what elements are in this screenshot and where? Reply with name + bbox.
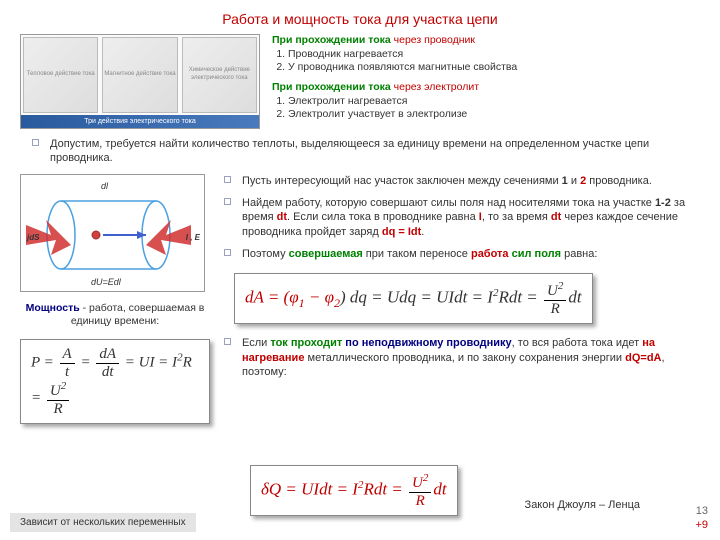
label-dl: dl [101,181,108,193]
conductor-magnet: У проводника появляются магнитные свойст… [288,61,700,75]
power-caption: Мощность - работа, совершаемая в единицу… [20,302,210,329]
page-title: Работа и мощность тока для участка цепи [20,10,700,28]
formula-dA: dA = (φ1 − φ2) dq = Udq = UIdt = I2Rdt =… [234,273,593,324]
mid-row: dl jdS I , E dU=Edl Мощность - работа, с… [20,174,700,428]
item-therefore: Поэтому совершаемая при таком переносе р… [242,247,700,261]
image-caption: Три действия электрического тока [21,115,259,128]
item-work: Найдем работу, которую совершают силы по… [242,196,700,239]
formula-P: P = At = dAdt = UI = I2R = U2R [20,339,210,424]
thumb-magnet: Магнитное действие тока [102,37,177,113]
electrolyte-heats: Электролит нагревается [288,95,700,109]
item-heating: Если ток проходит по неподвижному провод… [242,336,700,379]
bullet-icon [224,249,231,256]
three-actions-image: Тепловое действие тока Магнитное действи… [20,34,260,129]
thumb-chem: Химическое действие электрического тока [182,37,257,113]
label-ie: I , E [186,233,200,243]
label-du: dU=Edl [91,277,121,289]
electrolysis: Электролит участвует в электролизе [288,108,700,122]
label-jds: jdS [27,233,39,243]
bullet-icon [32,139,39,146]
conductor-heats: Проводник нагревается [288,48,700,62]
header-electrolyte-a: При прохождении тока [272,81,394,93]
right-column: Пусть интересующий нас участок заключен … [224,174,700,428]
formula-dQ: δQ = UIdt = I2Rdt = U2Rdt [250,465,458,516]
intro-text: Допустим, требуется найти количество теп… [50,138,649,164]
power-word: Мощность [26,302,80,314]
bullet-icon [224,338,231,345]
top-text: При прохождении тока через проводник Про… [272,34,700,129]
joule-lenz-label: Закон Джоуля – Ленца [525,498,640,512]
bottom-bar: Зависит от нескольких переменных [10,513,196,532]
header-conductor-a: При прохождении тока [272,34,394,46]
intro-paragraph: Допустим, требуется найти количество теп… [50,137,700,166]
formula-dQ-wrap: δQ = UIdt = I2Rdt = U2Rdt [250,461,458,520]
bullet-icon [224,198,231,205]
power-rest: - работа, совершаемая в единицу времени: [71,302,205,328]
header-conductor-b: через проводник [394,34,475,46]
bullet-icon [224,176,231,183]
header-electrolyte-b: через электролит [394,81,479,93]
thumb-heat: Тепловое действие тока [23,37,98,113]
plus-nine: +9 [695,518,708,532]
cylinder-diagram: dl jdS I , E dU=Edl [20,174,205,292]
left-column: dl jdS I , E dU=Edl Мощность - работа, с… [20,174,210,428]
page-number: 13 [696,504,708,518]
top-row: Тепловое действие тока Магнитное действи… [20,34,700,129]
item-sections: Пусть интересующий нас участок заключен … [242,174,700,188]
